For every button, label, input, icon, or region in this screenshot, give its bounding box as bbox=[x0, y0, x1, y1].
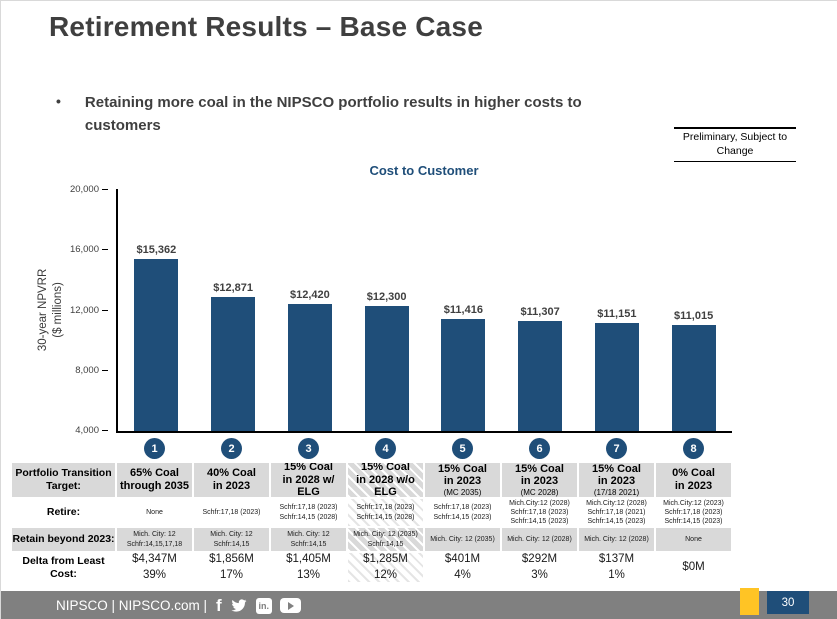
table-cell: Mich.City:12 (2023) Schfr:17,18 (2023) S… bbox=[655, 498, 732, 527]
y-tick-label: 8,000 bbox=[61, 365, 108, 376]
bar-value-label: $15,362 bbox=[136, 244, 177, 257]
y-axis-ticks: 20,000 16,000 12,000 8,000 4,000 bbox=[61, 184, 108, 436]
bar-group: $12,300 bbox=[348, 189, 425, 431]
table-cell: $0M bbox=[655, 552, 732, 583]
y-tick-label: 20,000 bbox=[61, 184, 108, 195]
twitter-icon[interactable] bbox=[230, 598, 248, 613]
y-tick-label: 12,000 bbox=[61, 305, 108, 316]
page-number-badge: 30 bbox=[767, 591, 809, 614]
table-cell: 15% Coal in 2023 (17/18 2021) bbox=[578, 462, 655, 498]
bar bbox=[287, 303, 332, 431]
table-cell: 15% Coal in 2023 (MC 2028) bbox=[501, 462, 578, 498]
row-header-target: Portfolio Transition Target: bbox=[11, 462, 116, 498]
accent-yellow-block bbox=[740, 588, 759, 615]
portfolio-number-badge: 3 bbox=[298, 438, 319, 459]
row-header-retire: Retire: bbox=[11, 498, 116, 527]
table-cell: Mich.City:12 (2028) Schfr:17,18 (2021) S… bbox=[578, 498, 655, 527]
bar-group: $12,420 bbox=[272, 189, 349, 431]
table-cell: None bbox=[655, 527, 732, 552]
portfolio-number-badge: 2 bbox=[221, 438, 242, 459]
bar-group: $15,362 bbox=[118, 189, 195, 431]
bar bbox=[518, 320, 563, 431]
table-cell: Schfr:17,18 (2023) bbox=[193, 498, 270, 527]
bar-group: $11,015 bbox=[655, 189, 732, 431]
bar-value-label: $12,871 bbox=[213, 281, 253, 294]
bar-group: $12,871 bbox=[195, 189, 272, 431]
bar-value-label: $12,300 bbox=[366, 290, 407, 303]
bar bbox=[134, 259, 179, 431]
table-cell: Mich. City: 12 Schfr:14,15,17,18 bbox=[116, 527, 193, 552]
table-cell: $137M 1% bbox=[578, 552, 655, 583]
youtube-icon[interactable] bbox=[279, 598, 301, 613]
table-cell: Schfr:17,18 (2023) Schfr:14,15 (2028) bbox=[270, 498, 347, 527]
bar bbox=[671, 324, 716, 431]
table-cell: Mich. City: 12 (2028) bbox=[501, 527, 578, 552]
table-cell: $292M 3% bbox=[501, 552, 578, 583]
footer-brand-link[interactable]: NIPSCO | NIPSCO.com | bbox=[56, 598, 208, 613]
portfolio-number-badge: 5 bbox=[452, 438, 473, 459]
footer-bar: NIPSCO | NIPSCO.com | f in. bbox=[1, 591, 837, 619]
bullet-item: • Retaining more coal in the NIPSCO port… bbox=[56, 91, 696, 138]
preliminary-note: Preliminary, Subject to Change bbox=[674, 127, 796, 163]
bar bbox=[364, 305, 409, 431]
table-cell: 40% Coal in 2023 bbox=[193, 462, 270, 498]
portfolio-number-badge: 4 bbox=[375, 438, 396, 459]
portfolio-number-badge: 6 bbox=[529, 438, 550, 459]
table-cell: $401M 4% bbox=[424, 552, 501, 583]
table-cell: $4,347M 39% bbox=[116, 552, 193, 583]
bar bbox=[594, 322, 639, 431]
table-cell-highlighted: Schfr:17,18 (2023) Schfr:14,15 (2028) bbox=[347, 498, 424, 527]
bullet-text: Retaining more coal in the NIPSCO portfo… bbox=[84, 94, 582, 135]
bar-value-label: $12,420 bbox=[289, 288, 330, 301]
bar bbox=[211, 296, 256, 431]
bar-group: $11,307 bbox=[502, 189, 579, 431]
table-cell-highlighted: Mich. City: 12 (2035) Schfr:14,15 bbox=[347, 527, 424, 552]
bullet-marker: • bbox=[56, 93, 61, 109]
bar-value-label: $11,151 bbox=[597, 307, 637, 320]
bar-chart-plot-area: $15,362 $12,871 $12,420 $12,300 $11,416 … bbox=[116, 189, 732, 433]
table-cell: 15% Coal in 2023 (MC 2035) bbox=[424, 462, 501, 498]
table-cell: Mich. City: 12 (2035) bbox=[424, 527, 501, 552]
bar-group: $11,151 bbox=[579, 189, 656, 431]
portfolio-table: Portfolio Transition Target: 65% Coal th… bbox=[11, 462, 732, 583]
table-cell: $1,856M 17% bbox=[193, 552, 270, 583]
table-cell: 15% Coal in 2028 w/ ELG bbox=[270, 462, 347, 498]
row-header-delta: Delta from Least Cost: bbox=[11, 552, 116, 583]
table-cell: $1,405M 13% bbox=[270, 552, 347, 583]
bar-series: $15,362 $12,871 $12,420 $12,300 $11,416 … bbox=[118, 189, 732, 431]
social-icons: f in. bbox=[216, 597, 301, 614]
y-tick-label: 16,000 bbox=[61, 244, 108, 255]
table-cell: 0% Coal in 2023 bbox=[655, 462, 732, 498]
portfolio-number-badge: 8 bbox=[683, 438, 704, 459]
facebook-icon[interactable]: f bbox=[216, 596, 222, 615]
table-cell: Mich. City: 12 (2028) bbox=[578, 527, 655, 552]
row-header-retain: Retain beyond 2023: bbox=[11, 527, 116, 552]
table-cell: Mich.City:12 (2028) Schfr:17,18 (2023) S… bbox=[501, 498, 578, 527]
portfolio-number-row: 1 2 3 4 5 6 7 8 bbox=[116, 438, 732, 459]
bar-value-label: $11,416 bbox=[443, 303, 483, 316]
bar-value-label: $11,307 bbox=[520, 305, 560, 318]
bar-group: $11,416 bbox=[425, 189, 502, 431]
table-cell: Mich. City: 12 Schfr:14,15 bbox=[270, 527, 347, 552]
bar-value-label: $11,015 bbox=[674, 309, 714, 322]
table-cell: Mich. City: 12 Schfr:14,15 bbox=[193, 527, 270, 552]
portfolio-number-badge: 1 bbox=[144, 438, 165, 459]
bar bbox=[441, 318, 486, 431]
table-cell-highlighted: 15% Coal in 2028 w/o ELG bbox=[347, 462, 424, 498]
y-tick-label: 4,000 bbox=[61, 425, 108, 436]
chart-title: Cost to Customer bbox=[369, 163, 479, 178]
table-cell: None bbox=[116, 498, 193, 527]
page-title: Retirement Results – Base Case bbox=[49, 11, 483, 42]
table-cell: 65% Coal through 2035 bbox=[116, 462, 193, 498]
portfolio-number-badge: 7 bbox=[606, 438, 627, 459]
linkedin-icon[interactable]: in. bbox=[255, 597, 272, 614]
table-cell: Schfr:17,18 (2023) Schfr:14,15 (2023) bbox=[424, 498, 501, 527]
table-cell-highlighted: $1,285M 12% bbox=[347, 552, 424, 583]
